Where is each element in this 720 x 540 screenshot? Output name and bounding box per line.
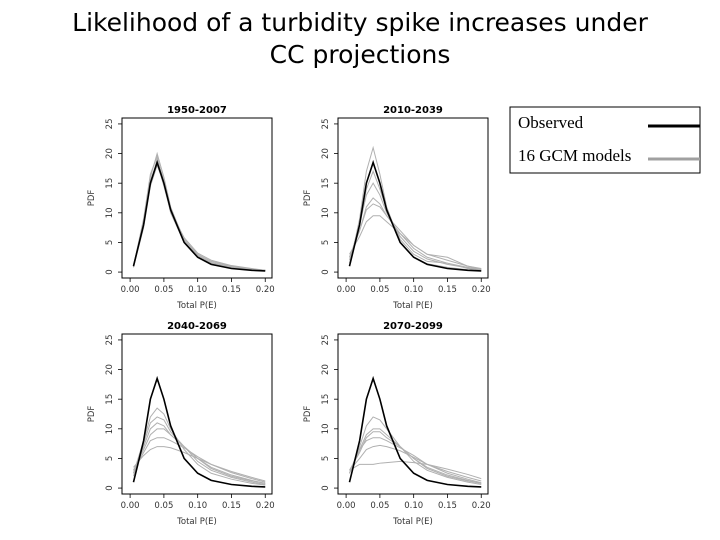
y-tick-label: 25 — [105, 335, 115, 346]
x-tick-label: 0.10 — [404, 501, 423, 511]
y-tick-label: 15 — [105, 394, 115, 405]
panel-title: 2070-2099 — [383, 321, 443, 332]
plot-frame — [121, 333, 273, 495]
y-tick-label: 25 — [321, 335, 331, 346]
x-axis-label: Total P(E) — [392, 301, 433, 311]
pdf-line — [132, 159, 266, 272]
y-axis-label: PDF — [87, 190, 97, 207]
y-tick-label: 5 — [321, 456, 331, 461]
y-tick-label: 0 — [105, 485, 115, 490]
y-tick-label: 20 — [321, 364, 331, 375]
pdf-line — [132, 151, 266, 271]
y-tick-label: 15 — [321, 178, 331, 189]
y-axis-label: PDF — [303, 190, 313, 207]
panel-title: 1950-2007 — [167, 105, 227, 116]
y-axis-label: PDF — [87, 406, 97, 423]
pdf-line — [348, 375, 482, 488]
plot — [132, 151, 266, 272]
y-tick-label: 10 — [321, 207, 331, 218]
x-axis-label: Total P(E) — [176, 301, 217, 311]
plot — [132, 375, 266, 488]
panel-title: 2010-2039 — [383, 105, 443, 116]
lines — [348, 145, 482, 272]
x-tick-label: 0.15 — [222, 501, 241, 511]
plot — [348, 375, 482, 488]
x-tick-label: 0.05 — [370, 501, 389, 511]
y-tick-label: 20 — [105, 148, 115, 159]
legend-label: 16 GCM models — [518, 146, 631, 165]
pdf-line — [349, 444, 482, 482]
x-tick-label: 0.00 — [337, 285, 356, 295]
y-tick-label: 15 — [321, 394, 331, 405]
y-tick-label: 15 — [105, 178, 115, 189]
slide-title: CC projections — [270, 40, 451, 69]
x-tick-label: 0.00 — [121, 285, 140, 295]
pdf-line — [133, 407, 266, 486]
x-tick-label: 0.00 — [121, 501, 140, 511]
lines — [348, 375, 482, 488]
plot-frame — [337, 333, 489, 495]
x-tick-label: 0.20 — [472, 285, 491, 295]
pdf-line — [132, 375, 266, 488]
plot-frame — [121, 117, 273, 279]
y-tick-label: 0 — [321, 485, 331, 490]
x-tick-label: 0.10 — [404, 285, 423, 295]
pdf-line — [133, 446, 266, 482]
slide-title: Likelihood of a turbidity spike increase… — [72, 8, 648, 37]
x-tick-label: 0.15 — [222, 285, 241, 295]
y-tick-label: 5 — [321, 240, 331, 245]
x-tick-label: 0.00 — [337, 501, 356, 511]
pdf-line — [349, 460, 482, 480]
y-tick-label: 10 — [105, 207, 115, 218]
x-tick-label: 0.20 — [256, 501, 275, 511]
x-tick-label: 0.15 — [438, 501, 457, 511]
y-tick-label: 0 — [105, 269, 115, 274]
y-tick-label: 0 — [321, 269, 331, 274]
lines — [132, 151, 266, 272]
y-tick-label: 25 — [321, 119, 331, 130]
legend-label: Observed — [518, 113, 584, 132]
x-tick-label: 0.05 — [370, 285, 389, 295]
pdf-line — [349, 215, 482, 270]
y-tick-label: 5 — [105, 456, 115, 461]
pdf-line — [349, 416, 482, 486]
y-tick-label: 5 — [105, 240, 115, 245]
pdf-line — [349, 169, 482, 271]
x-axis-label: Total P(E) — [392, 517, 433, 527]
x-tick-label: 0.05 — [154, 501, 173, 511]
y-tick-label: 20 — [105, 364, 115, 375]
panel-title: 2040-2069 — [167, 321, 227, 332]
y-tick-label: 10 — [105, 423, 115, 434]
y-tick-label: 25 — [105, 119, 115, 130]
x-axis-label: Total P(E) — [176, 517, 217, 527]
pdf-line — [348, 159, 482, 272]
x-tick-label: 0.05 — [154, 285, 173, 295]
plot-frame — [337, 117, 489, 279]
pdf-line — [349, 182, 482, 271]
x-tick-label: 0.20 — [256, 285, 275, 295]
x-tick-label: 0.15 — [438, 285, 457, 295]
x-tick-label: 0.10 — [188, 501, 207, 511]
legend-box — [509, 106, 701, 174]
y-tick-label: 20 — [321, 148, 331, 159]
pdf-line — [349, 203, 482, 270]
y-axis-label: PDF — [303, 406, 313, 423]
x-tick-label: 0.20 — [472, 501, 491, 511]
y-tick-label: 10 — [321, 423, 331, 434]
lines — [132, 375, 266, 488]
plot — [348, 145, 482, 272]
x-tick-label: 0.10 — [188, 285, 207, 295]
